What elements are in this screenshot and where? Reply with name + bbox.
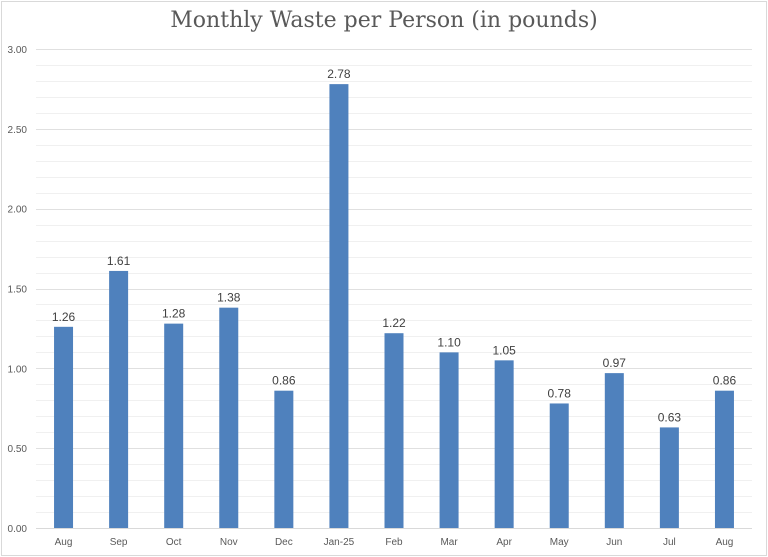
bar bbox=[164, 323, 184, 528]
x-tick-label: Nov bbox=[220, 537, 238, 548]
x-tick-label: Jun bbox=[606, 537, 622, 548]
y-tick-label: 1.50 bbox=[8, 285, 28, 296]
y-tick-label: 2.00 bbox=[8, 205, 28, 216]
data-label: 2.78 bbox=[327, 67, 351, 81]
x-tick-label: Dec bbox=[275, 537, 293, 548]
data-label: 0.86 bbox=[272, 374, 296, 388]
x-tick-label: Jan-25 bbox=[324, 537, 355, 548]
y-tick-label: 0.50 bbox=[8, 444, 28, 455]
bar bbox=[384, 333, 404, 528]
x-tick-label: Mar bbox=[440, 537, 458, 548]
bar bbox=[439, 352, 459, 528]
y-tick-label: 2.50 bbox=[8, 125, 28, 136]
bar bbox=[659, 427, 679, 528]
bar bbox=[549, 403, 569, 528]
data-label: 0.86 bbox=[713, 374, 737, 388]
data-label: 0.78 bbox=[548, 386, 572, 400]
x-tick-label: Oct bbox=[166, 537, 182, 548]
y-tick-label: 3.00 bbox=[8, 45, 28, 56]
y-tick-label: 1.00 bbox=[8, 364, 28, 375]
x-tick-label: Apr bbox=[496, 537, 512, 548]
x-tick-label: Aug bbox=[716, 537, 734, 548]
bar bbox=[219, 307, 239, 528]
bar bbox=[109, 270, 129, 528]
data-label: 1.05 bbox=[492, 343, 516, 357]
data-label: 1.26 bbox=[52, 310, 76, 324]
data-label: 1.38 bbox=[217, 291, 241, 305]
bar bbox=[54, 326, 74, 528]
bar bbox=[329, 84, 349, 529]
chart-title: Monthly Waste per Person (in pounds) bbox=[170, 8, 598, 33]
data-label: 0.63 bbox=[658, 410, 682, 424]
y-tick-label: 0.00 bbox=[8, 524, 28, 535]
data-label: 1.10 bbox=[437, 335, 461, 349]
bar bbox=[274, 390, 294, 528]
data-label: 1.28 bbox=[162, 307, 186, 321]
bar bbox=[604, 373, 624, 528]
data-label: 1.61 bbox=[107, 254, 131, 268]
x-tick-label: May bbox=[550, 537, 569, 548]
data-label: 1.22 bbox=[382, 316, 406, 330]
data-label: 0.97 bbox=[603, 356, 627, 370]
bar bbox=[714, 390, 734, 528]
x-tick-label: Feb bbox=[385, 537, 403, 548]
x-tick-label: Jul bbox=[663, 537, 676, 548]
x-tick-label: Aug bbox=[55, 537, 73, 548]
x-tick-label: Sep bbox=[110, 537, 128, 548]
bar bbox=[494, 360, 514, 528]
